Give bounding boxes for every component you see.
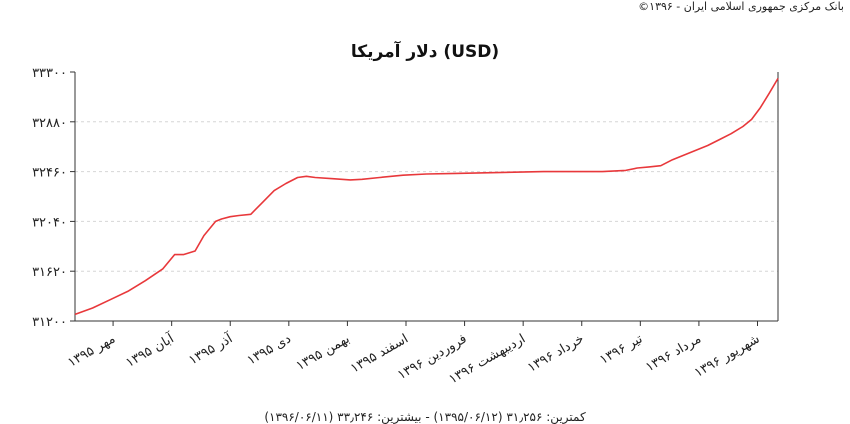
x-tick-label: دی ۱۳۹۵ [245,331,294,368]
gridlines [75,121,778,272]
y-tick-label: ۳۲۰۴۰ [32,215,67,230]
x-tick-label: خرداد ۱۳۹۶ [525,331,587,375]
y-tick-label: ۳۳۳۰۰ [32,66,67,81]
y-tick-label: ۳۲۴۶۰ [32,166,67,181]
chart-title: دلار آمریکا (USD) [350,42,500,62]
axes [70,71,779,326]
y-tick-labels: ۳۱۲۰۰ ۳۱۶۲۰ ۳۲۰۴۰ ۳۲۴۶۰ ۳۲۸۸۰ ۳۳۳۰۰ [32,66,67,330]
x-tick-label: تیر ۱۳۹۶ [597,331,645,368]
y-tick-label: ۳۱۶۲۰ [32,265,67,280]
min-max-footer: کمترین: ۳۱٫۲۵۶ (۱۳۹۵/۰۶/۱۲) - بیشترین: ۳… [264,410,586,424]
y-tick-label: ۳۱۲۰۰ [32,315,67,330]
series-line [74,77,779,316]
x-tick-label: بهمن ۱۳۹۵ [294,331,353,374]
copyright-text: بانک مرکزی جمهوری اسلامی ایران - ۱۳۹۶© [638,0,844,13]
x-tick-label: شهریور ۱۳۹۶ [692,331,763,380]
x-tick-label: آبان ۱۳۹۵ [122,329,177,371]
x-tick-label: آذر ۱۳۹۵ [185,329,236,368]
x-tick-label: مهر ۱۳۹۵ [65,331,118,370]
y-tick-label: ۳۲۸۸۰ [32,116,67,131]
series-layer [74,77,779,316]
